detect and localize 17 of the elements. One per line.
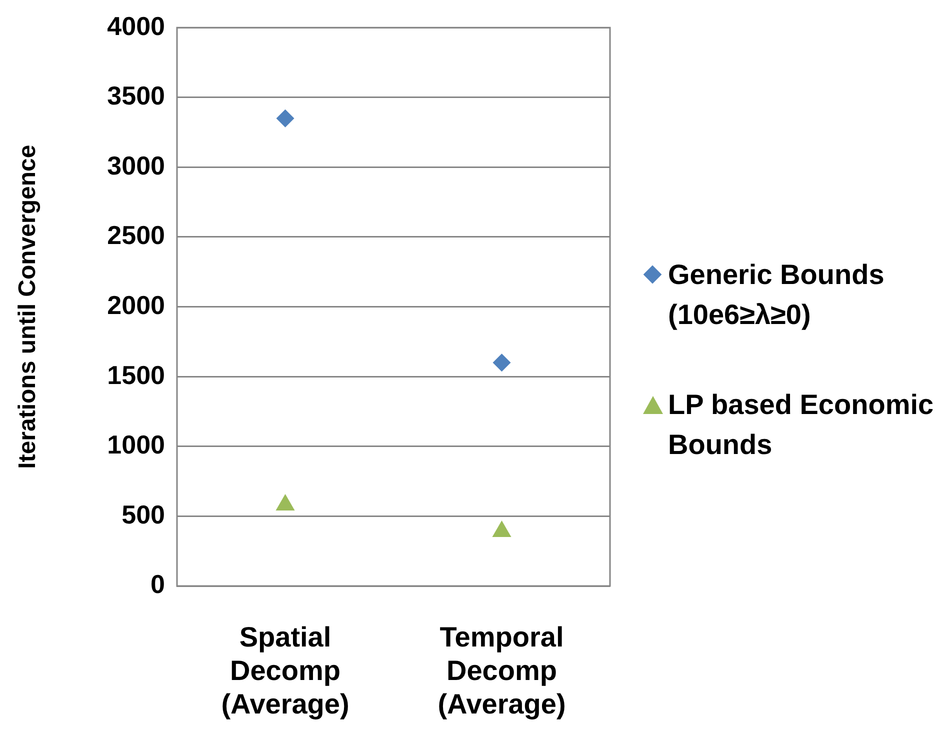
- y-tick-label: 2500: [107, 220, 165, 250]
- point: [276, 109, 294, 128]
- y-tick-label: 3500: [107, 80, 165, 111]
- legend-label: Generic Bounds (10e6≥λ≥0): [668, 258, 886, 332]
- point: [276, 494, 295, 511]
- x-tick-label: Temporal Decomp (Average): [438, 622, 566, 720]
- y-tick-label: 4000: [107, 10, 165, 41]
- y-tick-label: 500: [122, 499, 165, 530]
- y-axis-title: Iterations until Convergence: [14, 144, 42, 469]
- y-tick-label: 1500: [107, 360, 165, 390]
- y-tick-label: 1000: [107, 430, 165, 460]
- x-tick-label: Spatial Decomp (Average): [221, 622, 350, 720]
- y-tick-label: 2000: [107, 290, 165, 320]
- legend-label: LP based Economic Bounds: [668, 388, 935, 462]
- y-tick-label: 3000: [107, 150, 165, 180]
- y-tick-label: 0: [150, 569, 165, 600]
- point: [492, 520, 512, 538]
